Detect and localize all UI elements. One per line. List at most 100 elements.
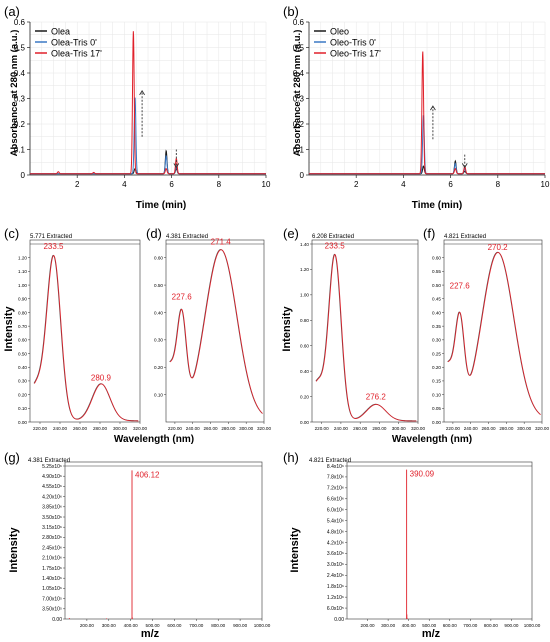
y-tick-label: 4.8x10⁶: [327, 529, 344, 535]
x-tick-label: 240.00: [53, 426, 67, 431]
plot-frame: [64, 461, 263, 620]
legend-label: Oleo-Tris 17': [330, 49, 381, 59]
x-tick-label: 240.00: [334, 426, 348, 431]
x-tick-label: 700.00: [463, 623, 477, 628]
y-tick-label: 1.00: [300, 293, 309, 298]
panel-g-xlabel: m/z: [141, 628, 160, 640]
y-tick-label: 0.50: [18, 351, 27, 356]
row2-xlabel-right: Wavelength (nm): [392, 434, 472, 445]
peak-label: 233.5: [43, 242, 64, 251]
panel-g-ylabel: Intensity: [8, 527, 20, 573]
row2-ylabel-right: Intensity: [281, 306, 293, 352]
x-tick-label: 900.00: [504, 623, 518, 628]
peak-label: 270.2: [488, 243, 509, 252]
y-tick-label: 0.00: [52, 617, 62, 623]
y-tick-label: 0.3: [14, 95, 26, 104]
peak-label: 227.6: [450, 282, 471, 291]
y-tick-label: 0.30: [432, 338, 441, 343]
y-tick-label: 0.20: [18, 392, 27, 397]
y-tick-label: 0.55: [432, 269, 441, 274]
panel-letter-g: (g): [4, 450, 20, 465]
spectrum-line-red: [447, 252, 541, 415]
y-tick-label: 0.15: [432, 379, 441, 384]
x-tick-label: 300.00: [239, 426, 253, 431]
x-tick-label: 8: [496, 180, 501, 189]
y-tick-label: 0.5: [293, 44, 305, 53]
x-tick-label: 200.00: [361, 623, 375, 628]
y-tick-label: 0.30: [154, 338, 163, 343]
y-tick-label: 0.40: [432, 310, 441, 315]
y-tick-label: 0.00: [432, 420, 441, 425]
y-tick-label: 1.20: [300, 267, 309, 272]
y-tick-label: 0.35: [432, 324, 441, 329]
series-line-a-2: [30, 31, 266, 175]
x-tick-label: 4: [122, 180, 127, 189]
x-tick-label: 300.00: [392, 426, 406, 431]
y-tick-label: 0.20: [154, 365, 163, 370]
x-tick-label: 8: [217, 180, 222, 189]
legend-label: Oleo-Tris 0': [330, 38, 376, 48]
y-tick-label: 0.45: [432, 297, 441, 302]
y-tick-label: 4.20x10⁶: [42, 494, 62, 500]
x-tick-label: 280.00: [93, 426, 107, 431]
y-tick-label: 0.10: [154, 392, 163, 397]
plot-frame: [165, 239, 265, 423]
y-tick-label: 0.4: [293, 69, 305, 78]
y-tick-label: 5.25x10⁶: [42, 464, 62, 470]
y-tick-label: 0.10: [432, 392, 441, 397]
y-tick-label: 0.30: [18, 379, 27, 384]
y-tick-label: 7.00x10⁵: [42, 596, 62, 602]
peak-label: 280.9: [91, 373, 112, 382]
y-tick-label: 1.40x10⁶: [42, 576, 62, 582]
x-tick-label: 220.00: [33, 426, 47, 431]
spectrum-line-red: [315, 254, 417, 422]
panel-g-header: 4.381 Extracted: [28, 458, 70, 464]
x-tick-label: 260.00: [73, 426, 87, 431]
x-tick-label: 300.00: [113, 426, 127, 431]
x-tick-label: 6: [169, 180, 174, 189]
x-tick-label: 240.00: [186, 426, 200, 431]
x-tick-label: 500.00: [146, 623, 160, 628]
arrow-head: [139, 90, 145, 96]
x-tick-label: 260.00: [482, 426, 496, 431]
x-tick-label: 300.00: [381, 623, 395, 628]
panel-e-header: 6.208 Extracted: [312, 234, 354, 240]
y-tick-label: 5.4x10⁶: [327, 518, 344, 524]
panel-h-ylabel: Intensity: [289, 527, 301, 573]
x-tick-label: 2: [75, 180, 80, 189]
y-tick-label: 0.4: [14, 69, 26, 78]
x-tick-label: 600.00: [443, 623, 457, 628]
arrow-head: [173, 163, 180, 169]
legend-label: Olea-Tris 0': [51, 38, 97, 48]
y-tick-label: 0.50: [154, 283, 163, 288]
uv-spectrum-d: 220.00 240.00 260.00 280.00 300.00 320.00 0.10…: [154, 238, 271, 431]
spectrum-line-gray: [169, 249, 263, 414]
x-tick-label: 10: [262, 180, 271, 189]
mass-spectrum-g: 200.00 300.00 400.00 500.00 600.00 700.00 800.…: [42, 461, 271, 628]
peak-label: 276.2: [366, 393, 387, 402]
y-tick-label: 0.60: [154, 255, 163, 260]
y-tick-label: 0.00: [334, 617, 344, 623]
y-tick-label: 6.0x10⁵: [327, 606, 344, 612]
peak-label: 271.4: [211, 238, 232, 247]
y-tick-label: 0.1: [14, 146, 26, 155]
y-tick-label: 0.40: [18, 365, 27, 370]
y-tick-label: 1.75x10⁶: [42, 566, 62, 572]
y-tick-label: 0.20: [300, 394, 309, 399]
x-tick-label: 1000.00: [524, 623, 541, 628]
series-line-b-2: [309, 51, 545, 175]
y-tick-label: 3.50x10⁵: [42, 607, 62, 613]
x-tick-label: 200.00: [80, 623, 94, 628]
y-tick-label: 7.8x10⁶: [327, 475, 344, 481]
y-tick-label: 0.20: [432, 365, 441, 370]
panel-letter-h: (h): [283, 450, 299, 465]
y-tick-label: 0.90: [18, 297, 27, 302]
y-tick-label: 1.00: [18, 283, 27, 288]
y-tick-label: 0.00: [300, 420, 309, 425]
legend-label: Olea-Tris 17': [51, 49, 102, 59]
row2-ylabel-left: Intensity: [3, 306, 15, 352]
y-tick-label: 2.4x10⁶: [327, 573, 344, 579]
y-tick-label: 0.80: [18, 310, 27, 315]
